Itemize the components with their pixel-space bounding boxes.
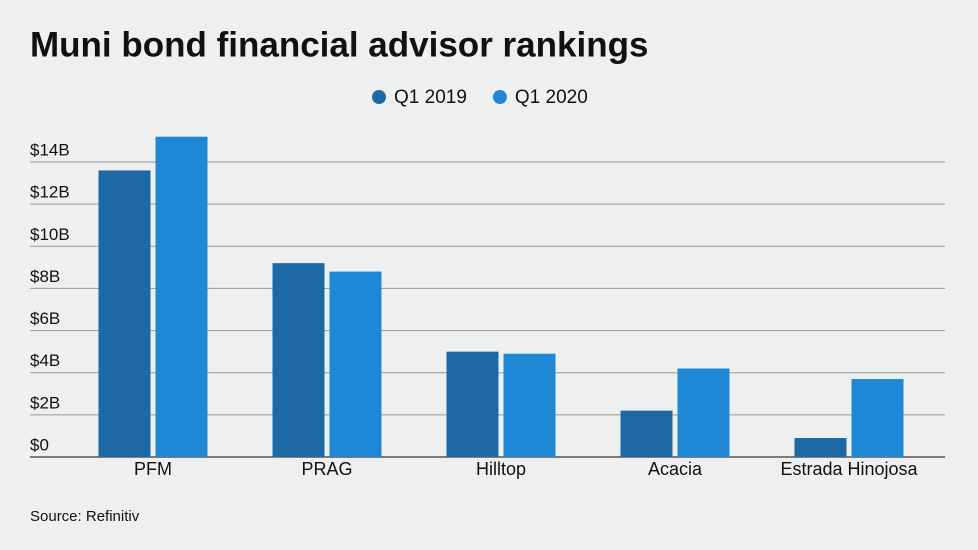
- x-tick-label: Estrada Hinojosa: [780, 459, 918, 479]
- y-tick-label: $0: [30, 435, 49, 454]
- bar: [329, 271, 382, 457]
- source: Source: Refinitiv: [30, 508, 140, 525]
- y-tick-label: $4B: [30, 351, 60, 370]
- bar: [98, 170, 151, 457]
- bar: [851, 379, 904, 457]
- x-tick-label: PFM: [134, 459, 172, 479]
- x-tick-label: Acacia: [648, 459, 703, 479]
- y-tick-label: $14B: [30, 140, 70, 159]
- y-tick-label: $10B: [30, 225, 70, 244]
- bar: [677, 368, 730, 457]
- y-tick-label: $2B: [30, 393, 60, 412]
- y-tick-label: $12B: [30, 183, 70, 202]
- legend-label: Q1 2020: [515, 87, 588, 108]
- bar: [446, 351, 499, 457]
- chart-title: Muni bond financial advisor rankings: [30, 25, 648, 64]
- bar: [794, 438, 847, 457]
- bar: [503, 353, 556, 457]
- bar: [155, 136, 208, 457]
- legend-label: Q1 2019: [394, 87, 467, 108]
- legend-marker: [492, 90, 507, 104]
- y-tick-label: $8B: [30, 267, 60, 286]
- bar: [272, 263, 325, 457]
- y-tick-label: $6B: [30, 309, 60, 328]
- legend-marker: [372, 90, 386, 104]
- x-tick-label: PRAG: [301, 459, 352, 479]
- x-tick-label: Hilltop: [476, 459, 526, 479]
- bar: [620, 410, 673, 457]
